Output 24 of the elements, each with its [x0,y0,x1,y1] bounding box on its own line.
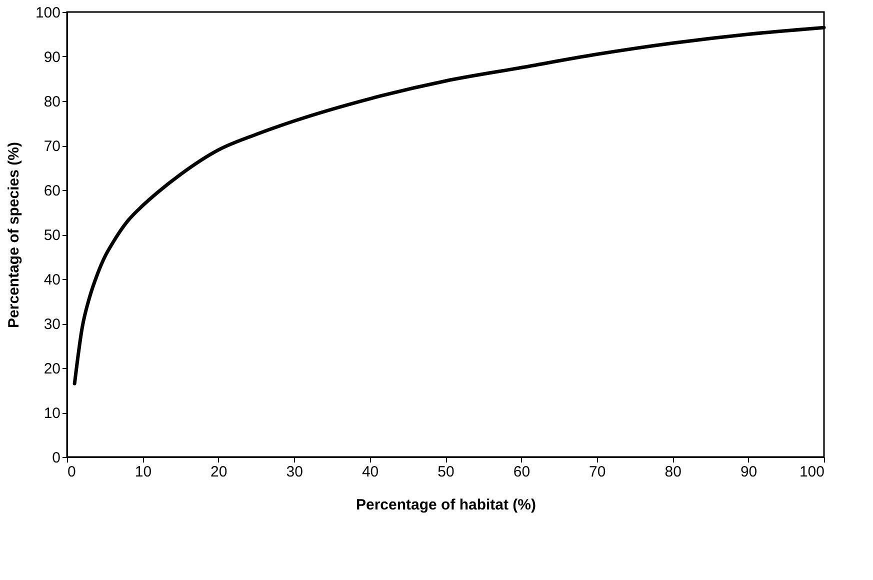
y-tick-label: 20 [44,360,60,378]
y-tick-label: 30 [44,316,60,333]
x-tick-label: 10 [134,464,152,480]
y-tick-label: 90 [44,49,60,66]
x-tick-label: 0 [68,464,76,480]
y-tick-label: 10 [44,405,60,422]
y-axis-title: Percentage of species (%) [5,142,22,328]
x-tick-label: 50 [438,464,454,480]
x-tick-label: 20 [210,464,228,480]
y-tick-label: 80 [44,94,60,110]
y-tick-label: 0 [52,450,60,466]
x-tick-label: 30 [286,464,303,480]
x-axis-title: Percentage of habitat (%) [356,496,536,514]
x-tick-label: 80 [664,464,682,480]
x-tick-label: 90 [740,464,758,480]
x-tick-label: 70 [589,464,606,480]
y-tick-label: 50 [44,227,60,244]
y-tick-label: 60 [44,182,60,200]
y-tick-label: 40 [44,272,60,288]
x-tick-label: 100 [799,464,824,480]
x-tick-label: 40 [362,464,379,480]
y-tick-label: 100 [35,4,60,22]
x-tick-label: 60 [513,464,530,480]
y-tick-label: 70 [44,138,60,155]
